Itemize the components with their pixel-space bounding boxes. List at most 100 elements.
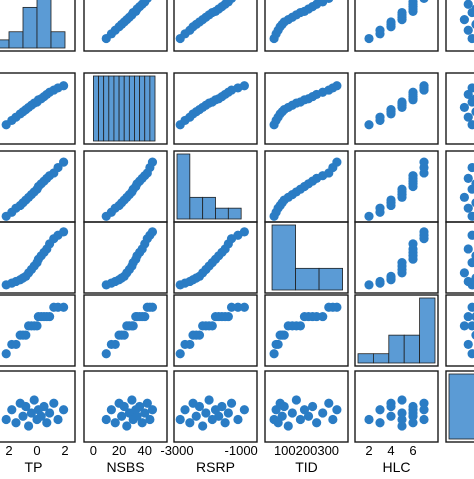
tick-label-hlc-1: 4: [387, 443, 394, 458]
scatter-point-rsrp-vs-var6-0: [468, 212, 474, 221]
scatter-point-rsrp-vs-var6-6: [460, 193, 469, 202]
scatter-point-var6-vs-rsrp-8: [204, 395, 213, 404]
scatter-point-var6-vs-tid-13: [312, 418, 321, 427]
scatter-point-var6-vs-tid-5: [280, 402, 289, 411]
scatter-point-hlc-vs-rsrp-5: [195, 331, 204, 340]
scatter-point-tp-vs-hlc-2: [375, 26, 384, 35]
scatter-point-nsbs-vs-var6-2: [464, 113, 473, 122]
histogram-bar-nsbs-7: [129, 76, 134, 141]
scatter-point-rsrp-vs-var6-13: [464, 174, 473, 183]
scatter-point-var6-vs-tp-14: [45, 408, 54, 417]
scatter-point-hlc-vs-var6-0: [468, 349, 474, 358]
scatter-point-var6-vs-tp-15: [49, 399, 58, 408]
scatter-point-var6-vs-tid-9: [296, 415, 305, 424]
scatter-point-nsbs-vs-var6-6: [460, 103, 469, 112]
tick-label-tid-0: 100200300: [274, 443, 339, 458]
scatter-point-rsrp-vs-var6-16: [468, 163, 474, 172]
histogram-bar-hlc-0: [358, 354, 373, 363]
histogram-bar-tid-0: [272, 225, 296, 290]
scatter-point-var6-vs-tid-12: [308, 402, 317, 411]
scatter-point-var6-vs-hlc-9: [397, 415, 406, 424]
scatter-point-var6-vs-tid-4: [278, 412, 287, 421]
scatter-point-var6-vs-tp-16: [53, 415, 62, 424]
scatter-point-hlc-vs-tid-5: [280, 331, 289, 340]
scatter-point-hlc-vs-tp-0: [2, 349, 11, 358]
histogram-bar-rsrp-1: [190, 197, 203, 219]
scatter-point-hlc-vs-tid-2: [274, 340, 283, 349]
scatter-point-tp-vs-var6-2: [464, 26, 473, 35]
scatter-point-hlc-vs-tp-17: [59, 303, 68, 312]
scatter-point-var6-vs-hlc-2: [375, 418, 384, 427]
scatter-point-var6-vs-tid-15: [324, 399, 333, 408]
axis-label-tid: TID: [295, 459, 318, 474]
histogram-bar-nsbs-5: [119, 76, 124, 141]
scatter-point-hlc-vs-var6-2: [464, 340, 473, 349]
scatter-point-var6-vs-hlc-5: [386, 402, 395, 411]
scatter-point-hlc-vs-tid-17: [332, 303, 341, 312]
scatter-point-hlc-vs-var6-13: [464, 312, 473, 321]
scatter-point-tid-vs-var6-9: [468, 258, 474, 267]
scatter-point-rsrp-vs-nsbs-17: [148, 158, 157, 167]
scatter-point-var6-vs-nsbs-0: [102, 415, 111, 424]
scatter-point-rsrp-vs-hlc-9: [397, 185, 406, 194]
scatter-point-var6-vs-rsrp-4: [192, 412, 201, 421]
scatter-point-var6-vs-rsrp-14: [224, 408, 233, 417]
histogram-bar-hlc-4: [420, 298, 435, 363]
scatter-point-hlc-vs-nsbs-5: [120, 331, 129, 340]
scatter-point-tid-vs-var6-13: [464, 244, 473, 253]
scatter-point-hlc-vs-nsbs-17: [148, 303, 157, 312]
scatter-point-hlc-vs-tid-0: [269, 349, 278, 358]
histogram-bar-nsbs-3: [109, 76, 114, 141]
scatter-point-var6-vs-rsrp-1: [180, 405, 189, 414]
scatter-point-tp-vs-hlc-5: [386, 17, 395, 26]
tick-label-tp-1: 0: [33, 443, 40, 458]
scatter-point-rsrp-vs-hlc-0: [364, 212, 373, 221]
scatter-point-var6-vs-hlc-14: [408, 408, 417, 417]
scatter-point-nsbs-vs-hlc-2: [375, 113, 384, 122]
scatter-point-tid-vs-var6-6: [460, 268, 469, 277]
histogram-bar-nsbs-9: [140, 76, 145, 141]
scatter-point-hlc-vs-nsbs-2: [111, 340, 120, 349]
scatter-point-nsbs-vs-tid-17: [332, 81, 341, 90]
scatter-point-var6-vs-nsbs-16: [145, 415, 154, 424]
tick-label-rsrp-1: -1000: [225, 443, 258, 458]
scatter-point-hlc-vs-rsrp-9: [208, 321, 217, 330]
scatter-point-var6-vs-hlc-8: [397, 395, 406, 404]
scatter-point-hlc-vs-rsrp-14: [224, 312, 233, 321]
scatter-point-nsbs-vs-hlc-17: [419, 81, 428, 90]
scatter-point-tid-vs-hlc-2: [375, 277, 384, 286]
scatter-point-rsrp-vs-tid-17: [332, 158, 341, 167]
scatter-point-var6-vs-tid-14: [318, 408, 327, 417]
scatter-point-hlc-vs-rsrp-17: [240, 303, 249, 312]
histogram-bar-nsbs-4: [114, 76, 119, 141]
histogram-bar-nsbs-11: [150, 76, 155, 141]
scatter-point-var6-vs-hlc-0: [364, 415, 373, 424]
axis-label-nsbs: NSBS: [106, 459, 144, 474]
tick-label-tp-0: 2: [5, 443, 12, 458]
scatter-point-nsbs-vs-rsrp-17: [240, 81, 249, 90]
histogram-bar-rsrp-2: [203, 197, 216, 219]
scatter-point-var6-vs-hlc-4: [386, 412, 395, 421]
scatter-point-var6-vs-hlc-13: [408, 418, 417, 427]
histogram-bar-nsbs-8: [134, 76, 139, 141]
histogram-bar-tid-1: [296, 268, 320, 290]
scatter-point-rsrp-vs-hlc-17: [419, 158, 428, 167]
histogram-bar-hlc-2: [389, 335, 404, 363]
histogram-bar-nsbs-2: [104, 76, 109, 141]
histogram-bar-rsrp-3: [216, 208, 229, 219]
scatter-point-rsrp-vs-hlc-5: [386, 195, 395, 204]
scatter-point-var6-vs-tid-17: [332, 405, 341, 414]
scatter-point-tid-vs-hlc-5: [386, 272, 395, 281]
scatter-point-hlc-vs-tid-14: [318, 312, 327, 321]
scatter-point-var6-vs-tp-4: [18, 412, 27, 421]
scatter-point-tid-vs-nsbs-17: [148, 227, 157, 236]
scatter-point-hlc-vs-tp-9: [32, 321, 41, 330]
scatter-point-tid-vs-hlc-17: [419, 227, 428, 236]
histogram-bar-rsrp-0: [177, 154, 190, 219]
scatter-point-tp-vs-var6-0: [468, 34, 474, 43]
scatter-point-var6-vs-rsrp-17: [240, 405, 249, 414]
scatter-point-var6-vs-tid-16: [328, 415, 337, 424]
histogram-bar-hlc-3: [404, 335, 419, 363]
